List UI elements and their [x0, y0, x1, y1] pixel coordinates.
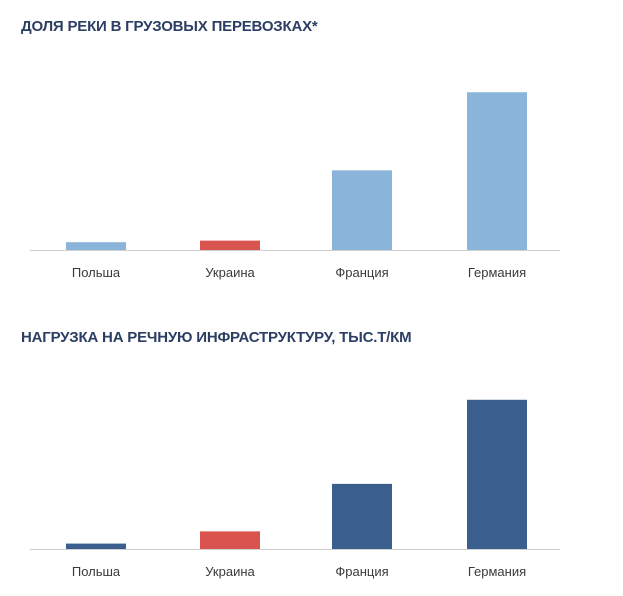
bar-2 — [200, 531, 260, 549]
tick-label: Польша — [72, 265, 121, 280]
tick-label: Германия — [468, 265, 526, 280]
chart-2: Польша Украина Франция Германия — [30, 399, 560, 579]
tick-label: Польша — [72, 564, 121, 579]
chart-1: Польша Украина Франция Германия — [30, 92, 560, 280]
bar-1 — [66, 543, 126, 549]
bar-3 — [332, 170, 392, 250]
bar-3 — [332, 483, 392, 549]
tick-label: Франция — [335, 265, 388, 280]
tick-label: Франция — [335, 564, 388, 579]
tick-label: Украина — [205, 564, 255, 579]
tick-label: Германия — [468, 564, 526, 579]
bar-4 — [467, 92, 527, 250]
bar-4 — [467, 399, 527, 549]
tick-label: Украина — [205, 265, 255, 280]
chart-1-title: ДОЛЯ РЕКИ В ГРУЗОВЫХ ПЕРЕВОЗКАХ* — [21, 18, 318, 35]
chart-2-title: НАГРУЗКА НА РЕЧНУЮ ИНФРАСТРУКТУРУ, ТЫС.Т… — [21, 329, 412, 346]
bar-1 — [66, 242, 126, 250]
bar-2 — [200, 240, 260, 250]
